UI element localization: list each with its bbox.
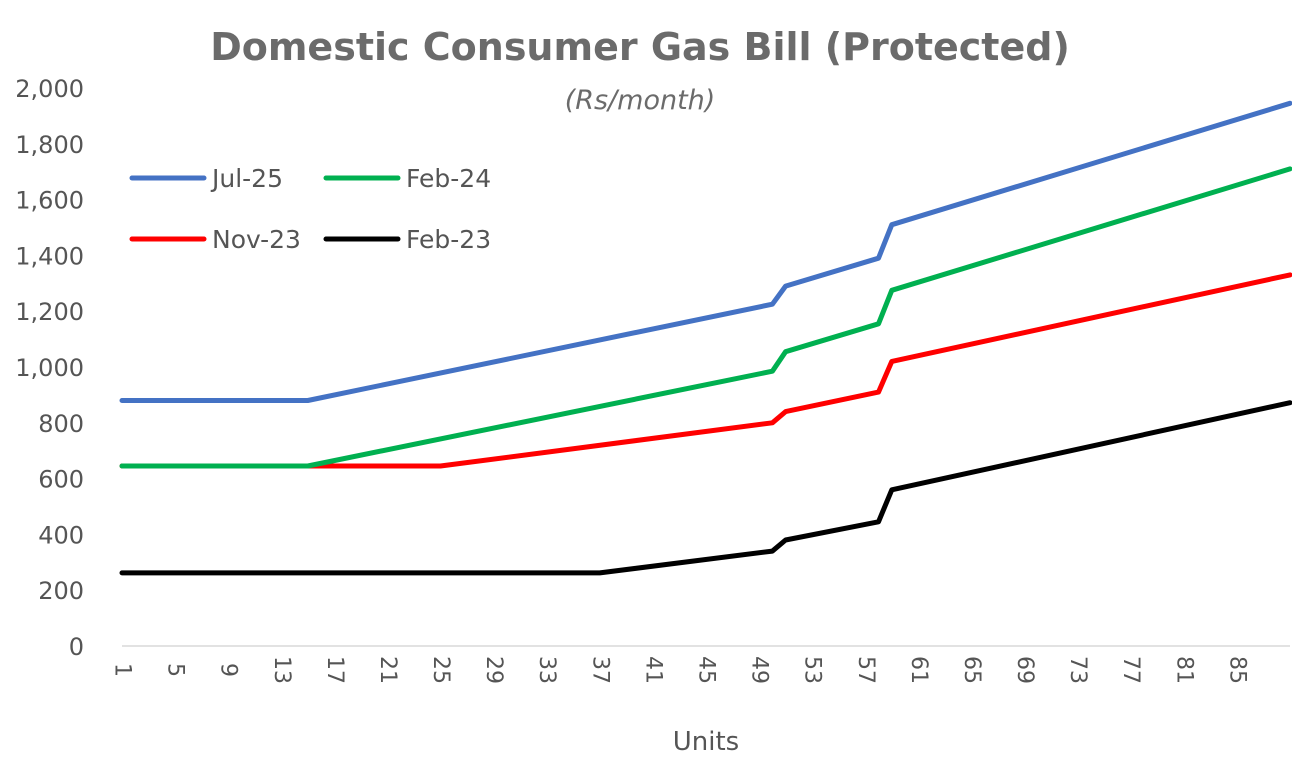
- x-tick-label: 17: [322, 656, 347, 684]
- chart-title: Domestic Consumer Gas Bill (Protected): [210, 25, 1070, 69]
- legend-item-feb-23: Feb-23: [323, 225, 491, 254]
- y-tick-label: 400: [38, 521, 84, 549]
- x-tick-label: 77: [1118, 656, 1143, 684]
- x-tick-label: 13: [269, 656, 294, 684]
- y-axis: 0 200 400 600 800 1,000 1,200 1,400 1,600 1,800 2,…: [15, 75, 84, 661]
- series-line-jul-25: [119, 100, 1292, 403]
- y-tick-label: 1,600: [15, 187, 84, 215]
- y-tick-label: 1,200: [15, 298, 84, 326]
- plot-lines: [119, 100, 1292, 576]
- x-axis-label: Units: [673, 727, 739, 757]
- legend-label: Feb-24: [406, 164, 491, 193]
- series-line-nov-23: [119, 272, 1292, 469]
- x-tick-label: 85: [1224, 656, 1249, 684]
- x-tick-label: 69: [1012, 656, 1037, 684]
- x-tick-label: 5: [163, 663, 188, 677]
- x-axis: 1 5 9 13 17 21 25 29 33 37 41 45 49 53 57 61 65 69 73 77 81 8…: [110, 645, 1290, 684]
- y-tick-label: 1,000: [15, 354, 84, 382]
- x-tick-label: 37: [587, 656, 612, 684]
- legend-item-jul-25: Jul-25: [129, 164, 283, 193]
- legend-label: Feb-23: [406, 225, 491, 254]
- chart-subtitle: (Rs/month): [565, 85, 716, 116]
- x-tick-label: 1: [110, 663, 135, 677]
- series-line-feb-24: [119, 166, 1292, 469]
- x-tick-label: 45: [694, 656, 719, 684]
- legend-item-nov-23: Nov-23: [129, 225, 301, 254]
- x-tick-label: 61: [906, 656, 931, 684]
- x-tick-label: 33: [534, 656, 559, 684]
- legend-label: Jul-25: [210, 164, 283, 193]
- x-tick-label: 73: [1065, 656, 1090, 684]
- x-tick-label: 57: [853, 656, 878, 684]
- y-tick-label: 200: [38, 577, 84, 605]
- series-line-feb-23: [119, 400, 1292, 576]
- x-tick-label: 41: [640, 656, 665, 684]
- x-tick-label: 9: [216, 663, 241, 677]
- y-tick-label: 2,000: [15, 75, 84, 103]
- x-tick-label: 29: [481, 656, 506, 684]
- y-tick-label: 800: [38, 410, 84, 438]
- y-tick-label: 1,400: [15, 242, 84, 270]
- y-tick-label: 0: [69, 633, 84, 661]
- x-tick-label: 65: [959, 656, 984, 684]
- y-tick-label: 600: [38, 466, 84, 494]
- x-tick-label: 53: [800, 656, 825, 684]
- legend-label: Nov-23: [212, 225, 301, 254]
- x-tick-label: 81: [1171, 656, 1196, 684]
- x-tick-label: 21: [375, 656, 400, 684]
- y-tick-label: 1,800: [15, 131, 84, 159]
- legend: Jul-25 Feb-24 Nov-23 Feb-23: [129, 164, 491, 254]
- x-tick-label: 49: [747, 656, 772, 684]
- legend-item-feb-24: Feb-24: [323, 164, 491, 193]
- x-tick-label: 25: [428, 656, 453, 684]
